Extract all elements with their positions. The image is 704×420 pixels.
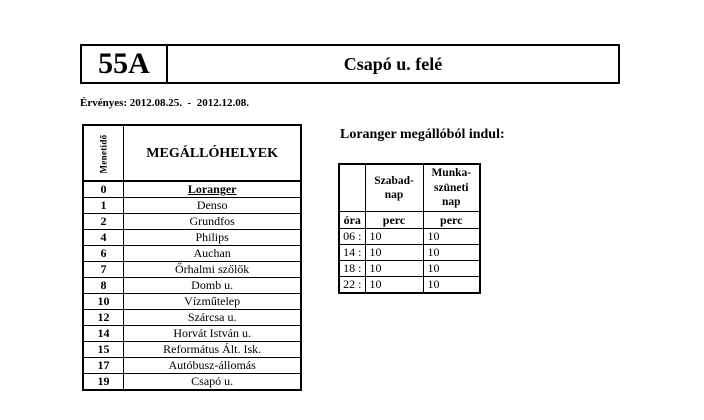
stop-name: Philips bbox=[122, 229, 302, 246]
stop-name: Református Ált. Isk. bbox=[122, 341, 302, 358]
stops-header-label: MEGÁLLÓHELYEK bbox=[146, 146, 279, 161]
stop-name: Domb u. bbox=[122, 277, 302, 294]
stop-time: 7 bbox=[82, 261, 124, 278]
stop-row: 12 Szárcsa u. bbox=[82, 309, 302, 326]
departure-minute-free-day: 10 bbox=[364, 244, 424, 261]
stop-row: 14 Horvát István u. bbox=[82, 325, 302, 342]
departure-minute-holiday: 10 bbox=[422, 228, 481, 245]
stop-name: Őrhalmi szőlők bbox=[122, 261, 302, 278]
stop-time: 10 bbox=[82, 293, 124, 310]
stop-name: Szárcsa u. bbox=[122, 309, 302, 326]
direction-title: Csapó u. felé bbox=[343, 53, 443, 74]
departure-hour: 18 : bbox=[338, 260, 366, 277]
stop-time: 1 bbox=[82, 197, 124, 214]
hour-subheader: óra bbox=[338, 211, 366, 229]
terminus-stop-name: Loranger bbox=[187, 182, 237, 196]
stop-name: Denso bbox=[122, 197, 302, 214]
validity-text: Érvényes: 2012.08.25. - 2012.12.08. bbox=[80, 97, 249, 109]
departure-minute-free-day: 10 bbox=[364, 228, 424, 245]
holiday-header: Munka- szüneti nap bbox=[422, 163, 481, 212]
stop-name: Loranger bbox=[122, 180, 302, 198]
stop-time: 14 bbox=[82, 325, 124, 342]
departure-minute-holiday: 10 bbox=[422, 276, 481, 294]
departures-table: Szabad- nap Munka- szüneti nap óra perc … bbox=[338, 163, 481, 294]
departure-row: 18 : 10 10 bbox=[338, 260, 481, 277]
travel-time-header-cell: Menetidő bbox=[82, 124, 124, 182]
stop-time: 4 bbox=[82, 229, 124, 246]
stop-name: Horvát István u. bbox=[122, 325, 302, 342]
departures-subheader-row: óra perc perc bbox=[338, 211, 481, 229]
departure-row: 22 : 10 10 bbox=[338, 276, 481, 294]
departures-title: Loranger megállóból indul: bbox=[340, 127, 505, 142]
travel-time-header-label: Menetidő bbox=[98, 134, 109, 174]
departure-hour: 14 : bbox=[338, 244, 366, 261]
departure-row: 14 : 10 10 bbox=[338, 244, 481, 261]
stop-row: 17 Autóbusz-állomás bbox=[82, 357, 302, 374]
stop-row: 8 Domb u. bbox=[82, 277, 302, 294]
stop-row: 2 Grundfos bbox=[82, 213, 302, 230]
stops-header-row: Menetidő MEGÁLLÓHELYEK bbox=[82, 124, 302, 182]
stop-time: 12 bbox=[82, 309, 124, 326]
departure-hour: 22 : bbox=[338, 276, 366, 294]
stop-row: 4 Philips bbox=[82, 229, 302, 246]
minute-day-subheader: perc bbox=[364, 211, 424, 229]
departures-daytype-row: Szabad- nap Munka- szüneti nap bbox=[338, 163, 481, 212]
departure-minute-holiday: 10 bbox=[422, 260, 481, 277]
stop-row: 7 Őrhalmi szőlők bbox=[82, 261, 302, 278]
stop-time: 17 bbox=[82, 357, 124, 374]
departure-row: 06 : 10 10 bbox=[338, 228, 481, 245]
stop-row: 6 Auchan bbox=[82, 245, 302, 262]
stop-name: Vízműtelep bbox=[122, 293, 302, 310]
stop-time: 2 bbox=[82, 213, 124, 230]
stop-name: Csapó u. bbox=[122, 373, 302, 391]
route-header-box: 55A Csapó u. felé bbox=[80, 44, 620, 84]
departure-minute-holiday: 10 bbox=[422, 244, 481, 261]
stops-table: Menetidő MEGÁLLÓHELYEK 0 Loranger 1 Dens… bbox=[82, 124, 303, 391]
departure-hour: 06 : bbox=[338, 228, 366, 245]
stop-time: 19 bbox=[82, 373, 124, 391]
free-day-header: Szabad- nap bbox=[364, 163, 424, 212]
departure-minute-free-day: 10 bbox=[364, 260, 424, 277]
stop-name: Grundfos bbox=[122, 213, 302, 230]
stop-time: 0 bbox=[82, 180, 124, 198]
stop-row: 10 Vízműtelep bbox=[82, 293, 302, 310]
stop-time: 8 bbox=[82, 277, 124, 294]
minute-holiday-subheader: perc bbox=[422, 211, 481, 229]
stop-row: 0 Loranger bbox=[82, 180, 302, 198]
departure-minute-free-day: 10 bbox=[364, 276, 424, 294]
route-number: 55A bbox=[82, 46, 168, 82]
stop-name: Autóbusz-állomás bbox=[122, 357, 302, 374]
stop-time: 15 bbox=[82, 341, 124, 358]
stop-row: 1 Denso bbox=[82, 197, 302, 214]
stop-row: 19 Csapó u. bbox=[82, 373, 302, 391]
stop-name: Auchan bbox=[122, 245, 302, 262]
stop-row: 15 Református Ált. Isk. bbox=[82, 341, 302, 358]
empty-corner-cell bbox=[338, 163, 366, 212]
stops-header-cell: MEGÁLLÓHELYEK bbox=[122, 124, 302, 182]
stop-time: 6 bbox=[82, 245, 124, 262]
